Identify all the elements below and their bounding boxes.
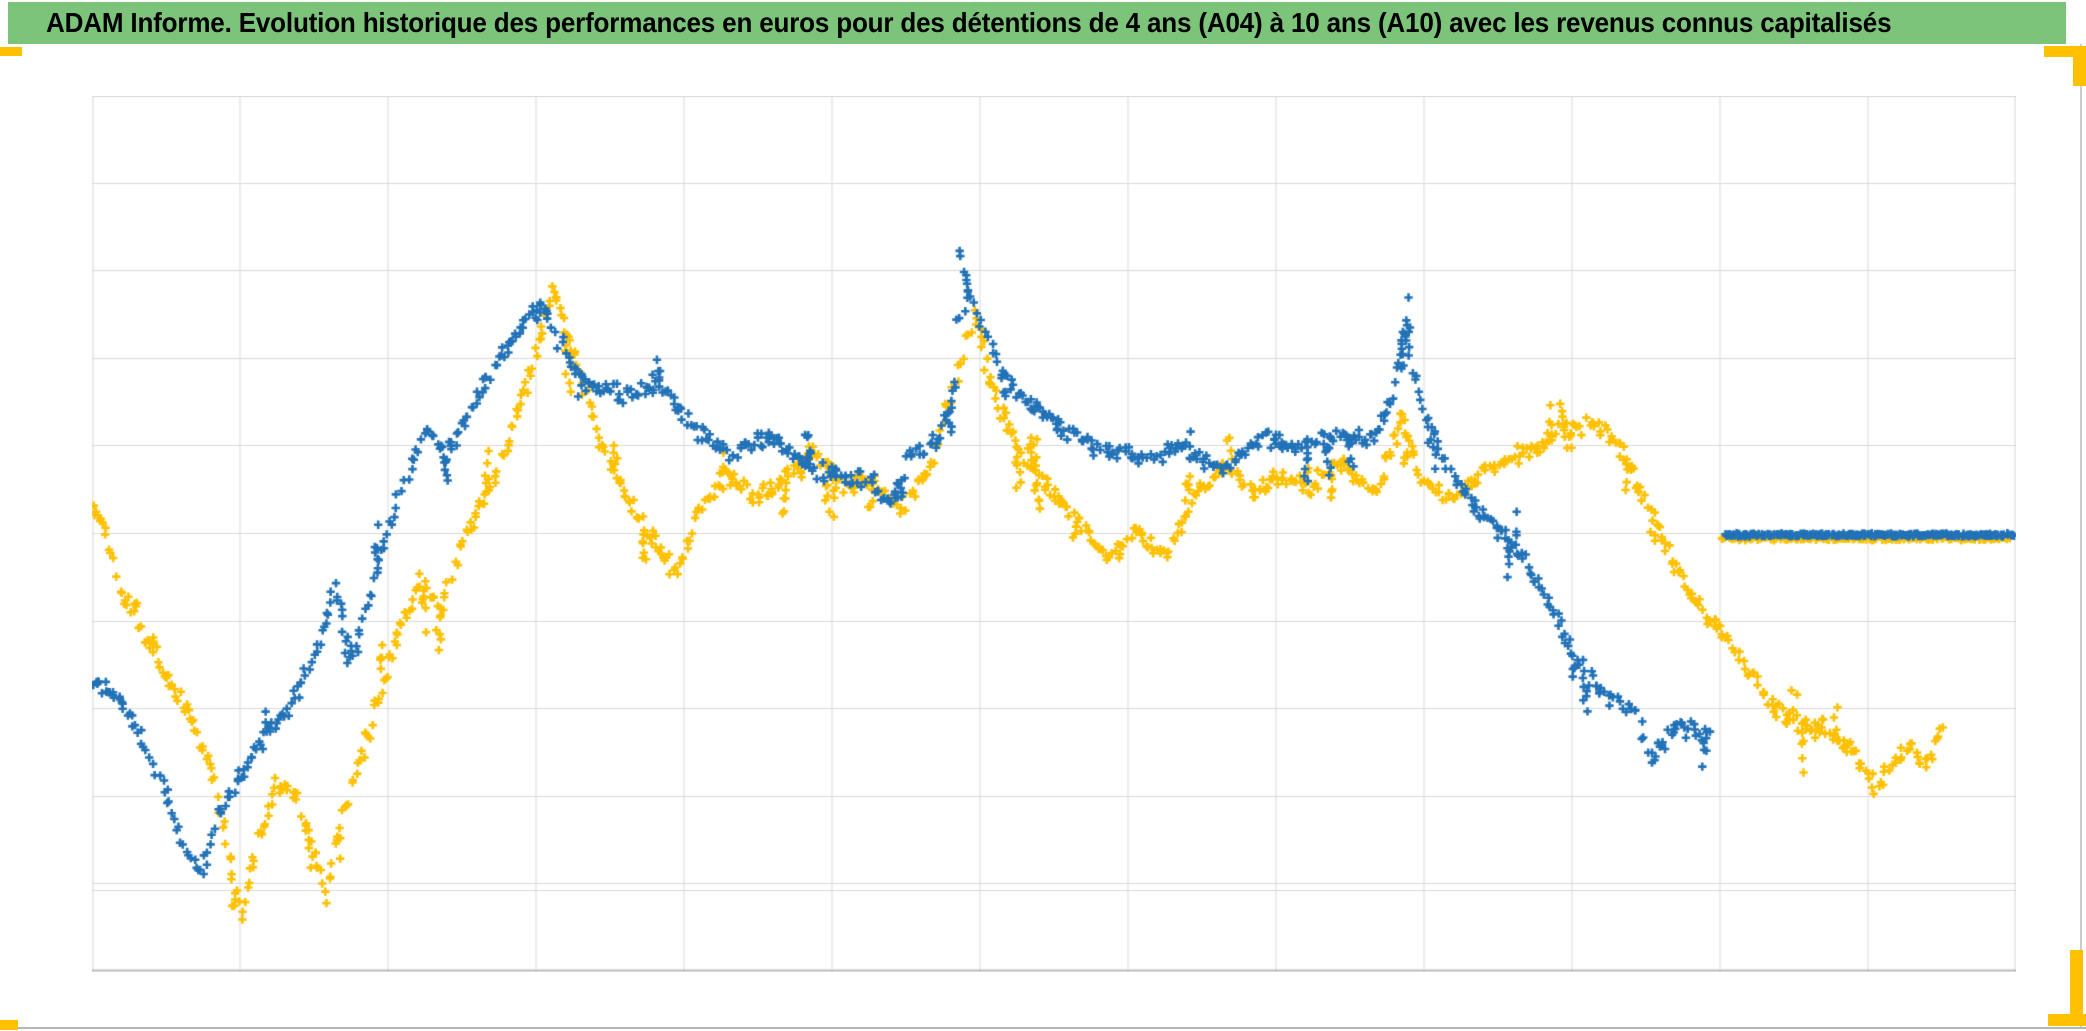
corner-accent-bottom-left	[0, 1020, 18, 1030]
corner-accent-top-left	[0, 47, 22, 56]
corner-accent-top-right	[2044, 46, 2086, 57]
page-title: ADAM Informe. Evolution historique des p…	[46, 7, 1892, 38]
corner-accent-top-right-vertical	[2073, 46, 2086, 86]
title-bar: ADAM Informe. Evolution historique des p…	[8, 2, 2066, 44]
corner-accent-bottom-right	[2048, 1014, 2086, 1026]
slide-frame-right-line	[2080, 44, 2082, 1028]
performance-scatter-chart	[92, 96, 2016, 972]
slide-frame-bottom-line	[0, 1027, 2086, 1029]
corner-accent-bottom-right-vertical	[2070, 950, 2083, 1024]
